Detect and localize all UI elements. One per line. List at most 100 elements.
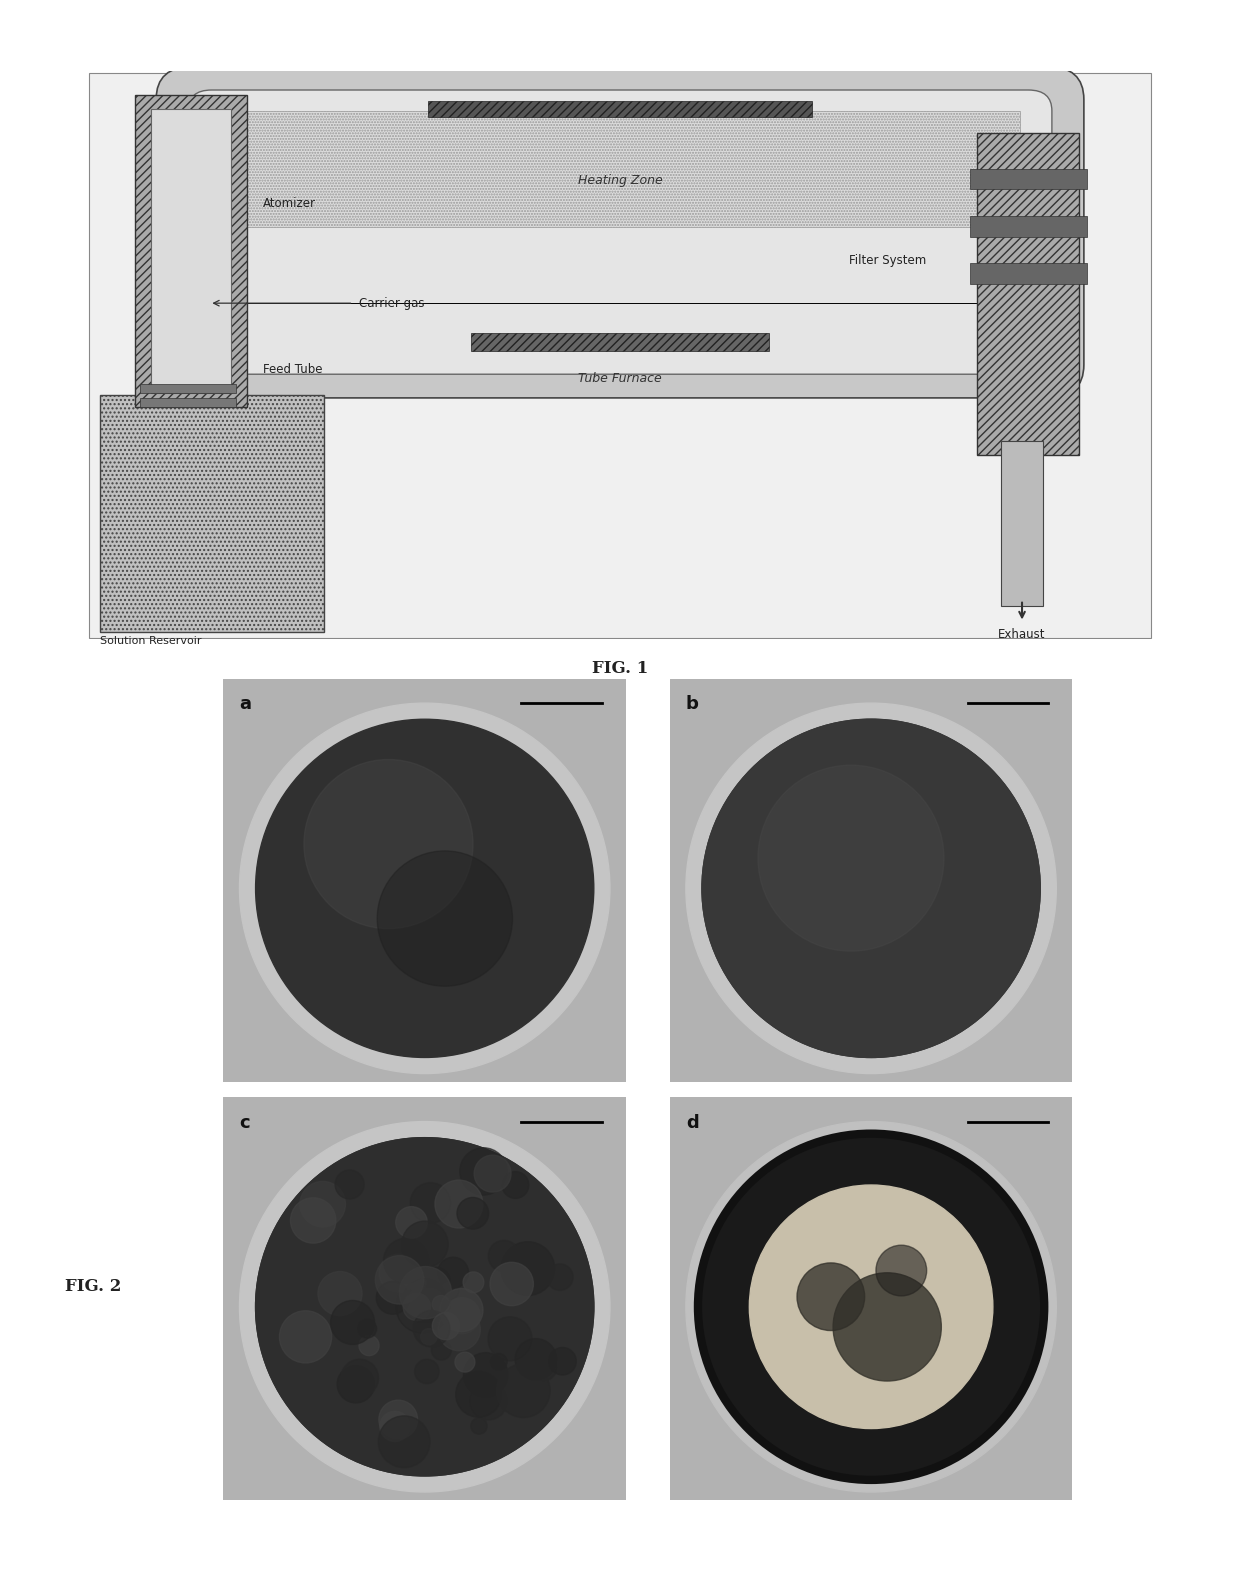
Circle shape bbox=[420, 1328, 436, 1345]
Circle shape bbox=[376, 1282, 409, 1314]
Bar bbox=[970, 264, 1087, 284]
Circle shape bbox=[255, 1137, 594, 1476]
Circle shape bbox=[474, 1156, 511, 1192]
Circle shape bbox=[399, 1266, 451, 1318]
Circle shape bbox=[471, 1418, 487, 1434]
Bar bbox=[140, 384, 236, 393]
Circle shape bbox=[444, 1298, 480, 1334]
Text: a: a bbox=[239, 695, 252, 714]
Text: Filter System: Filter System bbox=[849, 254, 926, 267]
Circle shape bbox=[440, 1288, 482, 1331]
Circle shape bbox=[414, 1360, 439, 1383]
Circle shape bbox=[398, 1290, 439, 1331]
Bar bbox=[221, 111, 1019, 227]
Text: c: c bbox=[239, 1113, 250, 1132]
Circle shape bbox=[255, 1137, 594, 1476]
Circle shape bbox=[435, 1180, 482, 1228]
Circle shape bbox=[797, 1263, 864, 1331]
Circle shape bbox=[458, 1197, 489, 1228]
Circle shape bbox=[489, 1317, 532, 1361]
Circle shape bbox=[438, 1309, 480, 1350]
Text: Exhaust: Exhaust bbox=[998, 628, 1045, 641]
Circle shape bbox=[279, 1311, 331, 1363]
Bar bbox=[471, 333, 769, 351]
Text: d: d bbox=[686, 1113, 698, 1132]
Circle shape bbox=[875, 1246, 926, 1296]
Circle shape bbox=[383, 1238, 429, 1284]
Circle shape bbox=[698, 1134, 1044, 1480]
Circle shape bbox=[515, 1339, 557, 1380]
Circle shape bbox=[531, 1355, 557, 1382]
Circle shape bbox=[547, 1263, 573, 1290]
Circle shape bbox=[239, 1121, 610, 1492]
Circle shape bbox=[396, 1206, 428, 1238]
Circle shape bbox=[549, 1347, 577, 1375]
Text: Atomizer: Atomizer bbox=[263, 197, 316, 210]
Circle shape bbox=[460, 1148, 507, 1195]
Circle shape bbox=[455, 1372, 501, 1418]
Circle shape bbox=[496, 1364, 551, 1418]
Circle shape bbox=[702, 718, 1040, 1058]
Circle shape bbox=[378, 1416, 430, 1467]
Circle shape bbox=[255, 718, 594, 1058]
Bar bbox=[99, 395, 324, 632]
Bar bbox=[140, 398, 236, 407]
Text: Heating Zone: Heating Zone bbox=[578, 174, 662, 186]
Circle shape bbox=[377, 851, 512, 987]
Circle shape bbox=[502, 1172, 528, 1198]
Circle shape bbox=[441, 1282, 459, 1300]
Circle shape bbox=[335, 1170, 365, 1198]
Circle shape bbox=[433, 1312, 460, 1339]
Circle shape bbox=[455, 1352, 475, 1372]
Text: b: b bbox=[686, 695, 699, 714]
Circle shape bbox=[490, 1262, 533, 1306]
Circle shape bbox=[686, 1121, 1056, 1492]
Text: FIG. 1: FIG. 1 bbox=[591, 660, 649, 677]
Bar bbox=[428, 101, 812, 117]
Text: FIG. 2: FIG. 2 bbox=[64, 1279, 122, 1295]
Circle shape bbox=[358, 1336, 379, 1356]
Circle shape bbox=[290, 1198, 336, 1243]
Circle shape bbox=[758, 766, 944, 951]
Circle shape bbox=[317, 1271, 362, 1315]
Circle shape bbox=[379, 1412, 410, 1442]
Bar bbox=[970, 216, 1087, 237]
Text: Solution Reservoir: Solution Reservoir bbox=[99, 636, 201, 646]
Circle shape bbox=[331, 1301, 374, 1344]
Bar bbox=[135, 95, 247, 407]
Circle shape bbox=[463, 1273, 484, 1293]
Text: Carrier gas: Carrier gas bbox=[358, 297, 424, 309]
Circle shape bbox=[379, 1254, 417, 1292]
Circle shape bbox=[300, 1181, 346, 1227]
Circle shape bbox=[422, 1268, 450, 1295]
Bar bbox=[151, 109, 231, 393]
Circle shape bbox=[376, 1255, 424, 1304]
Circle shape bbox=[501, 1241, 554, 1296]
Circle shape bbox=[239, 703, 610, 1074]
Circle shape bbox=[438, 1257, 469, 1288]
Circle shape bbox=[341, 1360, 378, 1397]
Circle shape bbox=[337, 1366, 374, 1404]
Circle shape bbox=[413, 1311, 450, 1347]
Bar bbox=[977, 133, 1079, 455]
Circle shape bbox=[686, 703, 1056, 1074]
Circle shape bbox=[702, 718, 1040, 1058]
FancyBboxPatch shape bbox=[188, 90, 1052, 374]
Circle shape bbox=[409, 1288, 446, 1325]
Circle shape bbox=[749, 1184, 993, 1429]
Text: Tube Furnace: Tube Furnace bbox=[578, 373, 662, 385]
Bar bbox=[1001, 441, 1043, 606]
Circle shape bbox=[409, 1274, 425, 1292]
Text: Feed Tube: Feed Tube bbox=[263, 363, 322, 376]
Circle shape bbox=[304, 759, 472, 928]
Circle shape bbox=[432, 1341, 451, 1360]
Circle shape bbox=[396, 1279, 450, 1333]
Circle shape bbox=[489, 1240, 520, 1271]
Circle shape bbox=[402, 1221, 448, 1268]
Circle shape bbox=[403, 1293, 430, 1320]
Circle shape bbox=[833, 1273, 941, 1382]
Circle shape bbox=[358, 1320, 377, 1337]
Circle shape bbox=[464, 1353, 508, 1397]
Circle shape bbox=[402, 1279, 446, 1323]
Circle shape bbox=[433, 1295, 450, 1312]
